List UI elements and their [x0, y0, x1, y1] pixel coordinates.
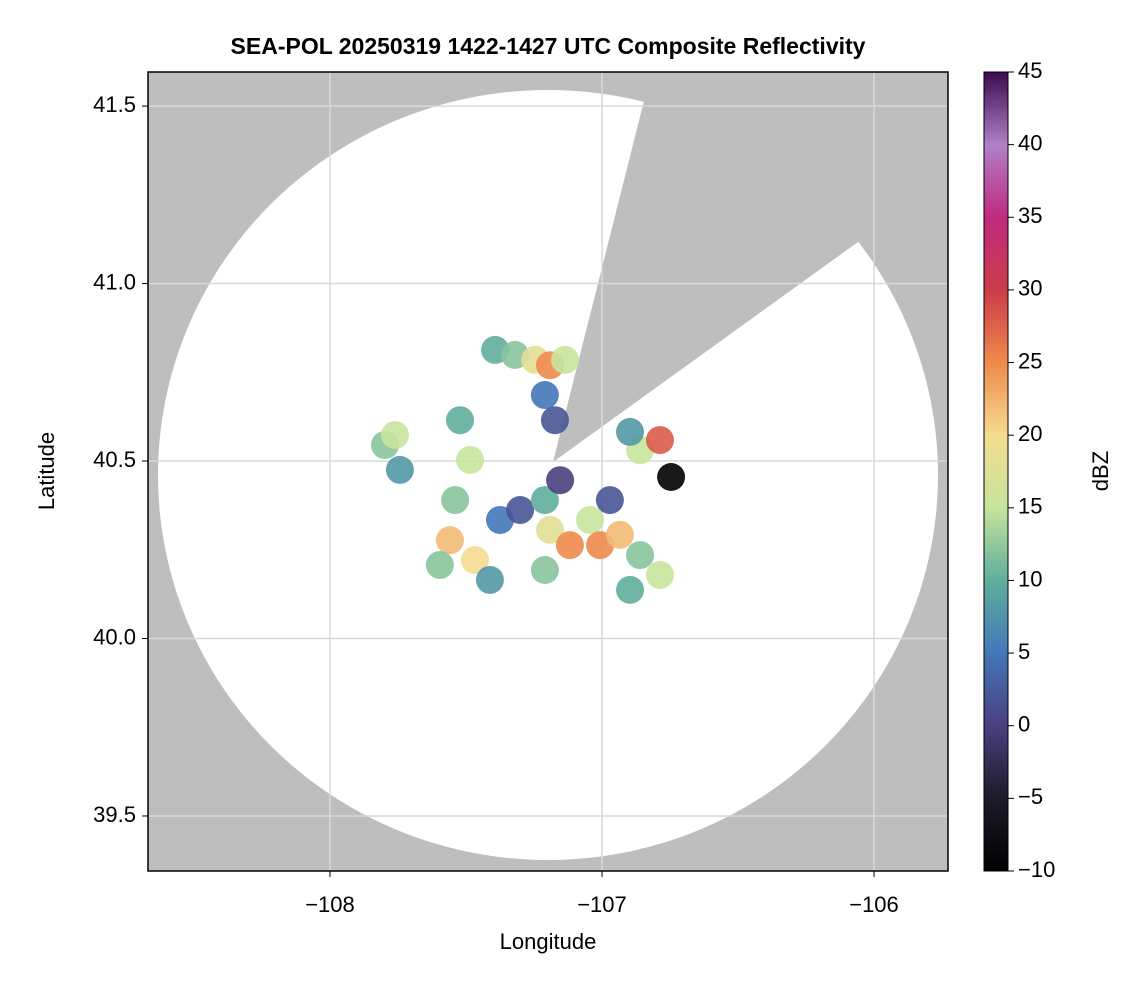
colorbar-label: dBZ — [1088, 451, 1113, 491]
echo — [506, 496, 535, 525]
colorbar-tick-label: 5 — [1018, 639, 1030, 664]
colorbar-tick-label: 40 — [1018, 130, 1042, 155]
colorbar — [983, 71, 1009, 872]
x-tick-label: −106 — [849, 892, 899, 917]
echo — [441, 486, 470, 515]
coverage — [148, 72, 948, 871]
echo — [475, 565, 504, 594]
echo — [616, 417, 645, 446]
echo — [595, 486, 624, 515]
chart-title: SEA-POL 20250319 1422-1427 UTC Composite… — [231, 33, 866, 59]
y-tick-label: 41.0 — [93, 269, 136, 294]
echo — [530, 555, 559, 584]
x-axis-label: Longitude — [500, 929, 597, 954]
echo — [626, 541, 655, 570]
colorbar-tick-label: 25 — [1018, 348, 1042, 373]
echo — [460, 546, 489, 575]
echo — [546, 466, 575, 495]
blocked-sector — [553, 72, 948, 462]
grid — [148, 72, 948, 871]
echo — [657, 463, 686, 492]
colorbar-tick-label: 20 — [1018, 421, 1042, 446]
echoes — [370, 335, 686, 604]
colorbar-tick-label: 10 — [1018, 566, 1042, 591]
colorbar-tick-label: 35 — [1018, 203, 1042, 228]
colorbar-tick-label: 0 — [1018, 712, 1030, 737]
colorbar-tick-label: −5 — [1018, 784, 1043, 809]
plot-frame — [147, 71, 949, 872]
echo — [555, 531, 584, 560]
echo — [385, 455, 414, 484]
echo — [645, 560, 674, 589]
colorbar-tick-label: −10 — [1018, 857, 1055, 882]
colorbar-tick-label: 15 — [1018, 494, 1042, 519]
colorbar-tick-label: 30 — [1018, 276, 1042, 301]
echo — [645, 426, 674, 455]
echo — [380, 421, 409, 450]
x-tick-label: −107 — [577, 892, 627, 917]
echo — [446, 406, 475, 435]
echo — [540, 406, 569, 435]
y-tick-label: 41.5 — [93, 92, 136, 117]
echo — [435, 526, 464, 555]
echo — [605, 520, 634, 549]
echo — [536, 515, 565, 544]
echo — [530, 486, 559, 515]
y-axis-label: Latitude — [34, 432, 59, 510]
echo — [530, 381, 559, 410]
echo — [456, 445, 485, 474]
echo — [425, 551, 454, 580]
x-tick-label: −108 — [305, 892, 355, 917]
echo — [616, 575, 645, 604]
echo — [576, 505, 605, 534]
colorbar-tick-label: 45 — [1018, 58, 1042, 83]
y-tick-label: 40.5 — [93, 447, 136, 472]
y-tick-label: 39.5 — [93, 802, 136, 827]
y-tick-label: 40.0 — [93, 624, 136, 649]
echo — [551, 345, 580, 374]
